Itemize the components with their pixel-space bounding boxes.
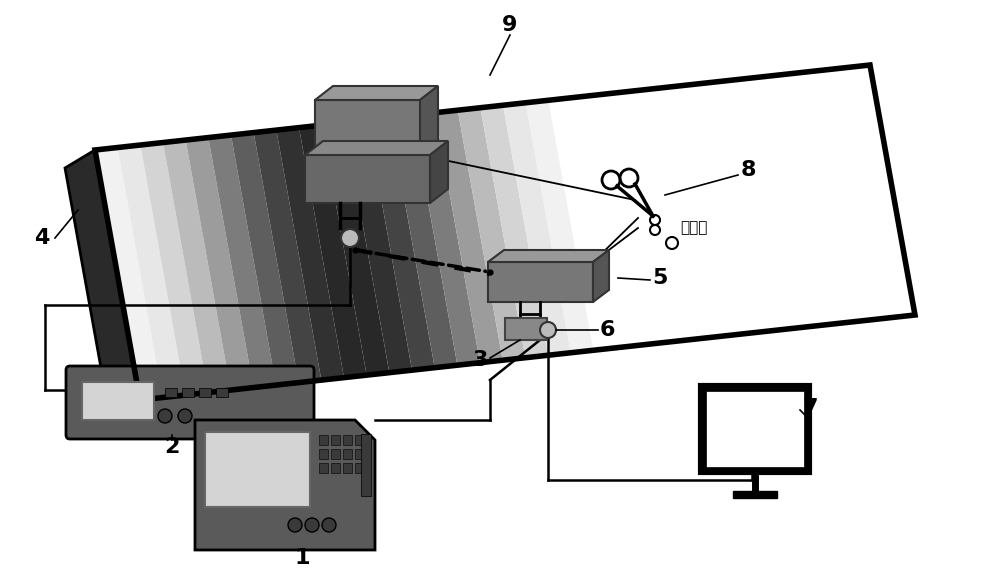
Bar [216, 388, 228, 397]
Bar [205, 432, 310, 507]
Polygon shape [140, 143, 208, 395]
Polygon shape [488, 250, 609, 262]
Polygon shape [186, 137, 253, 390]
Bar [343, 463, 352, 473]
Circle shape [158, 409, 172, 423]
Bar [343, 435, 352, 445]
Polygon shape [305, 141, 448, 155]
Text: 2: 2 [164, 437, 180, 457]
Polygon shape [503, 103, 571, 355]
Bar [733, 491, 777, 498]
Bar [319, 449, 328, 459]
Polygon shape [254, 130, 321, 382]
Bar [355, 449, 364, 459]
Bar [331, 449, 340, 459]
Polygon shape [231, 133, 299, 385]
Polygon shape [430, 141, 448, 203]
Text: 7: 7 [802, 398, 818, 418]
Polygon shape [435, 110, 503, 363]
Polygon shape [412, 113, 480, 365]
Polygon shape [118, 145, 185, 397]
Bar [319, 435, 328, 445]
Text: 9: 9 [502, 15, 518, 35]
Text: 4: 4 [34, 228, 50, 248]
Polygon shape [367, 118, 435, 370]
Polygon shape [390, 115, 457, 367]
Polygon shape [526, 100, 593, 352]
Polygon shape [163, 140, 231, 393]
Polygon shape [344, 120, 412, 373]
Circle shape [540, 322, 556, 338]
Polygon shape [488, 262, 593, 302]
Text: 捕获点: 捕获点 [680, 220, 707, 236]
Bar [361, 434, 371, 496]
Polygon shape [65, 150, 140, 418]
Bar [700, 385, 810, 473]
Bar [706, 391, 804, 467]
Text: 8: 8 [740, 160, 756, 180]
Polygon shape [480, 105, 548, 358]
Bar [355, 435, 364, 445]
Text: 3: 3 [472, 350, 488, 370]
Polygon shape [299, 125, 367, 378]
Polygon shape [195, 420, 375, 550]
Bar [355, 463, 364, 473]
Bar [505, 318, 547, 340]
Polygon shape [322, 122, 389, 375]
Bar [82, 382, 154, 420]
Bar [182, 388, 194, 397]
Polygon shape [315, 86, 438, 100]
Bar [331, 463, 340, 473]
Bar [343, 449, 352, 459]
Bar [199, 388, 211, 397]
Polygon shape [315, 100, 420, 155]
Polygon shape [208, 135, 276, 388]
Polygon shape [95, 65, 915, 400]
Polygon shape [95, 148, 163, 400]
Circle shape [305, 518, 319, 532]
FancyBboxPatch shape [66, 366, 314, 439]
Polygon shape [420, 86, 438, 155]
Circle shape [178, 409, 192, 423]
Bar [331, 435, 340, 445]
Polygon shape [305, 155, 430, 203]
Polygon shape [593, 250, 609, 302]
Polygon shape [276, 128, 344, 380]
Text: 1: 1 [294, 548, 310, 568]
Circle shape [288, 518, 302, 532]
Text: 5: 5 [652, 268, 668, 288]
Text: 6: 6 [600, 320, 616, 340]
Bar [165, 388, 177, 397]
Polygon shape [458, 108, 525, 360]
Circle shape [341, 229, 359, 247]
Bar [319, 463, 328, 473]
Circle shape [322, 518, 336, 532]
